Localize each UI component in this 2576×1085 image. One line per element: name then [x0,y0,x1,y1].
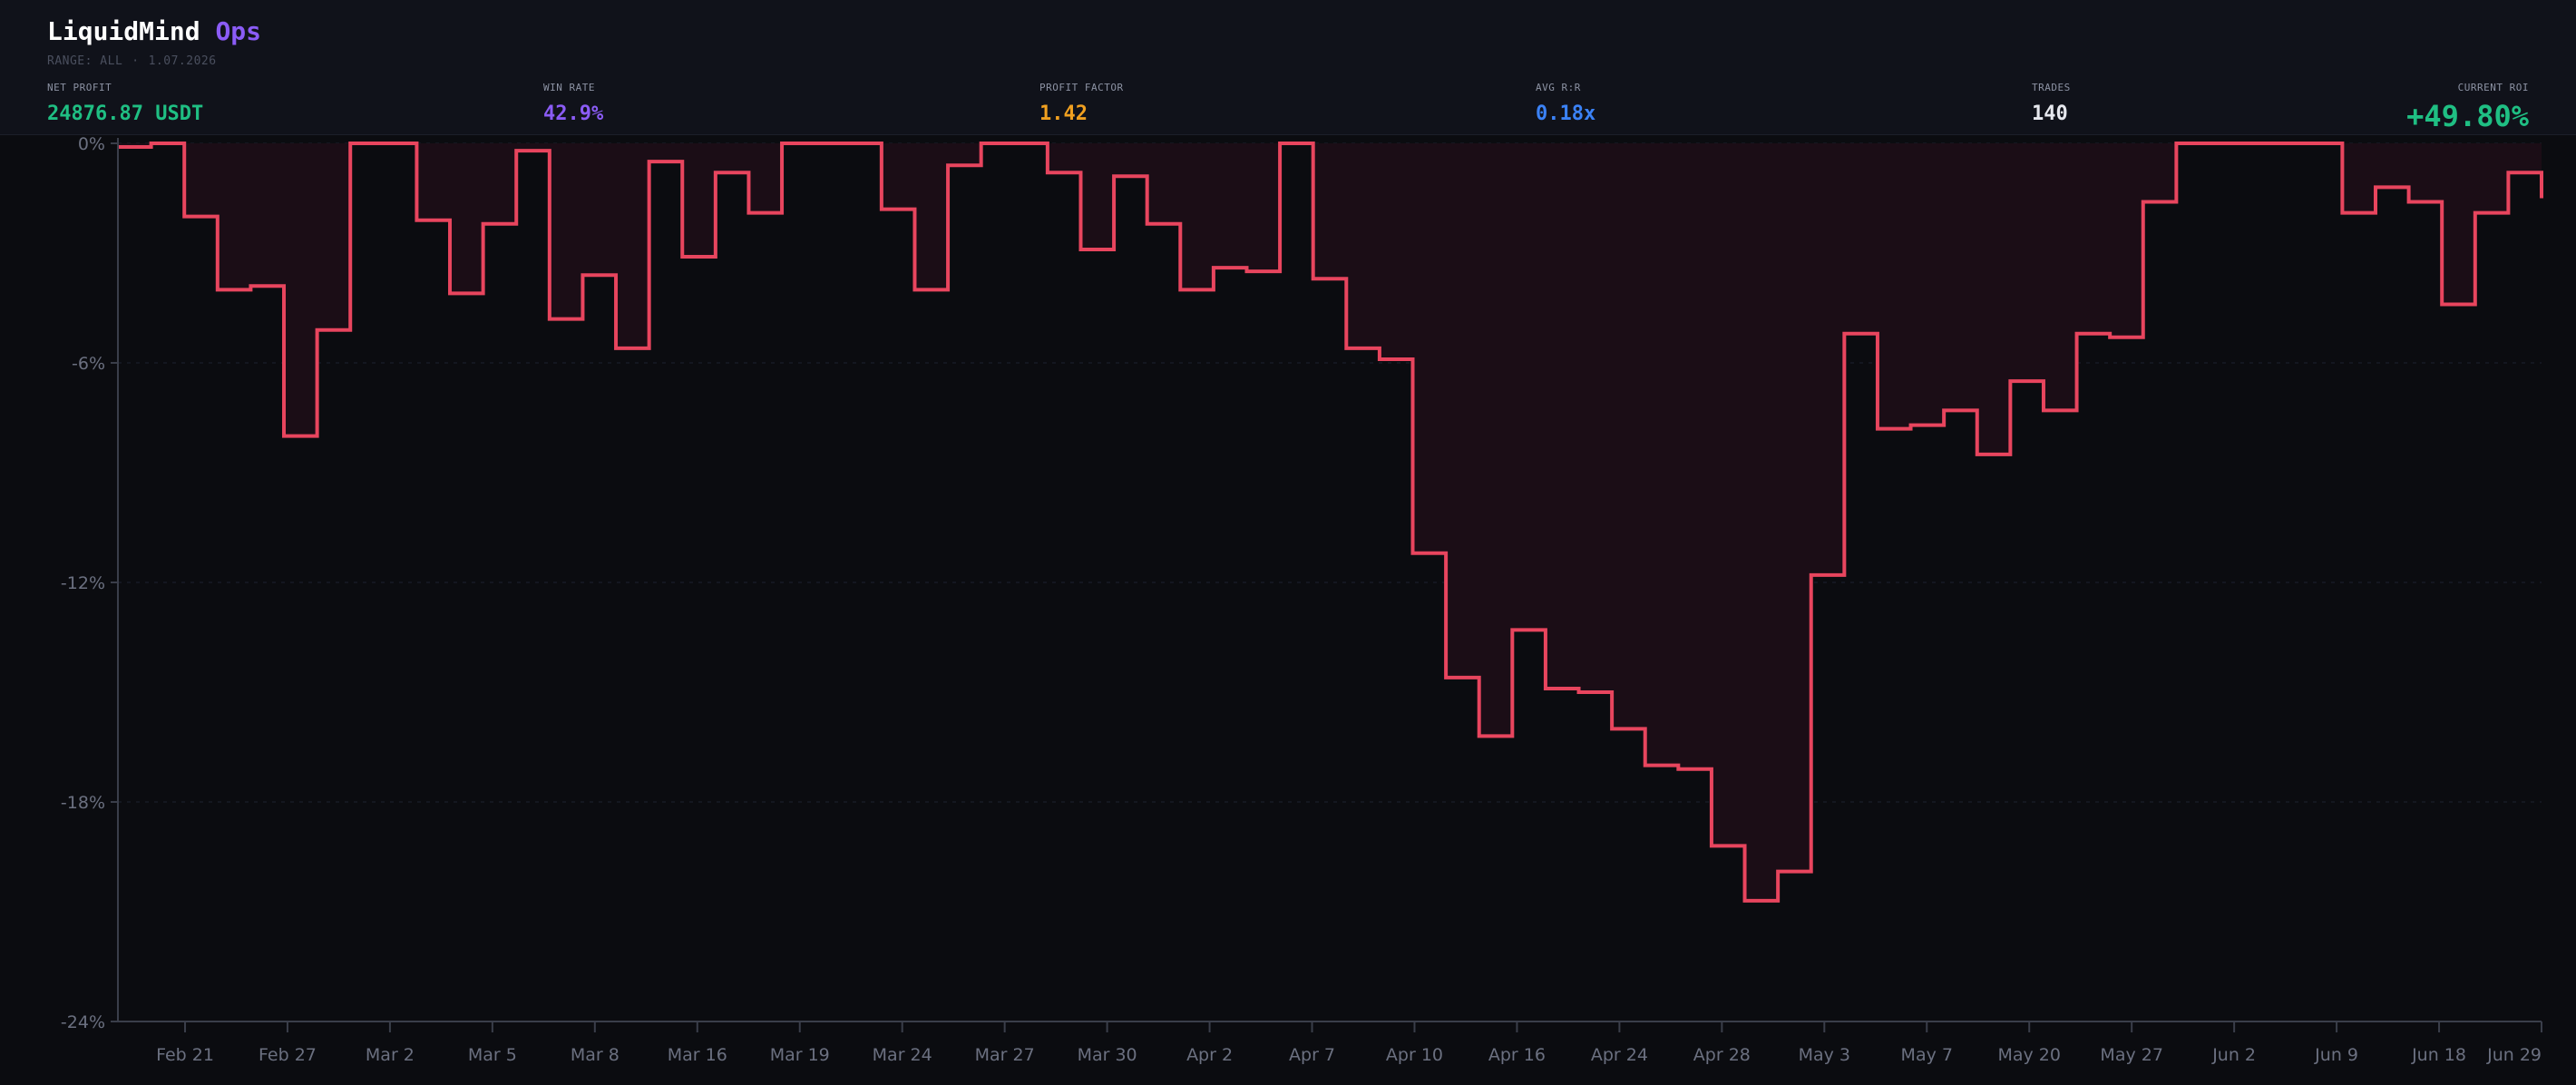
x-tick-label: Mar 24 [873,1045,932,1065]
brand-accent: Ops [215,16,262,46]
stat-value: 24876.87 USDT [47,103,204,125]
x-tick-label: Mar 8 [571,1045,620,1065]
stat-net-profit: NET PROFIT 24876.87 USDT [47,82,203,125]
stat-label: PROFIT FACTOR [1039,82,1124,93]
x-tick-label: Jun 18 [2411,1045,2466,1065]
x-tick-label: Apr 24 [1591,1045,1648,1065]
x-tick-label: May 27 [2100,1045,2163,1065]
y-tick-label: -24% [61,1012,105,1032]
drawdown-line [118,142,2543,903]
stat-profit-factor: PROFIT FACTOR 1.42 [1039,82,1124,125]
stat-current-roi: CURRENT ROI +49.80% [2406,82,2529,133]
range-separator: · [132,54,140,68]
stat-value: 140 [2032,103,2068,125]
x-tick-label: Mar 30 [1078,1045,1137,1065]
header-bar: LiquidMind Ops RANGE: ALL · 1.07.2026 NET … [0,0,2576,135]
brand-main: LiquidMind [47,16,200,46]
range-date: 1.07.2026 [148,54,217,68]
stat-trades: TRADES 140 [2032,82,2071,125]
stat-label: CURRENT ROI [2457,82,2529,93]
x-tick-label: Mar 5 [468,1045,517,1065]
range-info: RANGE: ALL · 1.07.2026 [47,54,217,68]
x-tick-label: Feb 21 [156,1045,214,1065]
stat-label: AVG R:R [1536,82,1581,93]
axes [117,138,2542,1022]
x-tick-label: May 20 [1997,1045,2061,1065]
x-tick-label: May 3 [1799,1045,1850,1065]
y-tick-label: -18% [61,793,105,813]
y-tick-label: 0% [78,134,105,154]
x-tick-label: Apr 2 [1186,1045,1233,1065]
y-axis-ticks: 0% -6% -12% -18% -24% [61,134,118,1032]
stat-label: TRADES [2032,82,2071,93]
range-label: RANGE: ALL [47,54,123,68]
drawdown-area [118,143,2542,901]
stat-label: NET PROFIT [47,82,112,93]
stat-value: 0.18x [1536,103,1596,125]
x-tick-label: Mar 19 [770,1045,830,1065]
stat-value: +49.80% [2406,99,2529,133]
y-tick-label: -6% [72,354,105,374]
x-tick-label: Apr 10 [1386,1045,1443,1065]
stat-win-rate: WIN RATE 42.9% [543,82,603,125]
x-tick-label: Mar 27 [975,1045,1035,1065]
x-tick-label: Apr 16 [1488,1045,1546,1065]
stat-value: 42.9% [543,103,604,125]
stat-value: 1.42 [1039,103,1088,125]
x-tick-label: Feb 27 [259,1045,317,1065]
x-axis-ticks: Feb 21 Feb 27 Mar 2 Mar 5 Mar 8 Mar 16 Mar 19 M… [156,1021,2542,1065]
x-tick-label: Apr 7 [1289,1045,1335,1065]
x-tick-label: Mar 2 [366,1045,415,1065]
app-title: LiquidMind Ops [47,16,261,46]
y-tick-label: -12% [61,573,105,593]
drawdown-chart: 0% -6% -12% -18% -24% Feb 21 Feb 27 Mar 2 Mar 5… [61,134,2543,1065]
x-tick-label: May 7 [1901,1045,1953,1065]
x-tick-label: Jun 2 [2211,1045,2256,1065]
x-tick-label: Apr 28 [1693,1045,1751,1065]
x-tick-label: Jun 9 [2314,1045,2358,1065]
x-tick-label: Jun 29 [2486,1045,2542,1065]
x-tick-label: Mar 16 [668,1045,727,1065]
stat-label: WIN RATE [543,82,595,93]
stat-avg-rr: AVG R:R 0.18x [1536,82,1595,125]
